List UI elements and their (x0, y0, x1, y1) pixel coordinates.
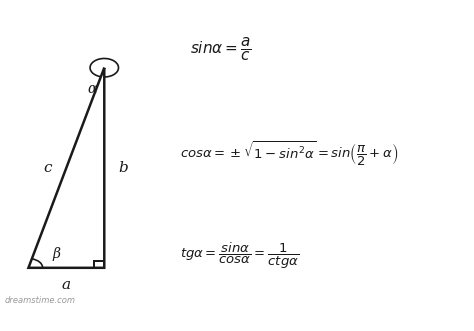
Text: b: b (118, 161, 128, 175)
Text: ID 206588504  © Olha Furmaniuk: ID 206588504 © Olha Furmaniuk (335, 316, 465, 325)
Text: c: c (43, 161, 52, 175)
Text: a: a (62, 278, 71, 292)
Text: β: β (53, 247, 61, 261)
Text: α: α (88, 82, 97, 96)
Bar (94, 261, 104, 268)
Text: $\mathit{cos}\alpha = \pm\sqrt{1 - \mathit{sin}^{\mathit{2}}\alpha} = \mathit{si: $\mathit{cos}\alpha = \pm\sqrt{1 - \math… (180, 140, 399, 168)
Text: $\mathit{sin}\alpha = \dfrac{a}{c}$: $\mathit{sin}\alpha = \dfrac{a}{c}$ (190, 36, 252, 63)
Text: $\mathit{tg}\alpha = \dfrac{\mathit{sin}\alpha}{\mathit{cos}\alpha} = \dfrac{1}{: $\mathit{tg}\alpha = \dfrac{\mathit{sin}… (180, 240, 299, 270)
Text: dreamstime.com: dreamstime.com (5, 296, 76, 305)
